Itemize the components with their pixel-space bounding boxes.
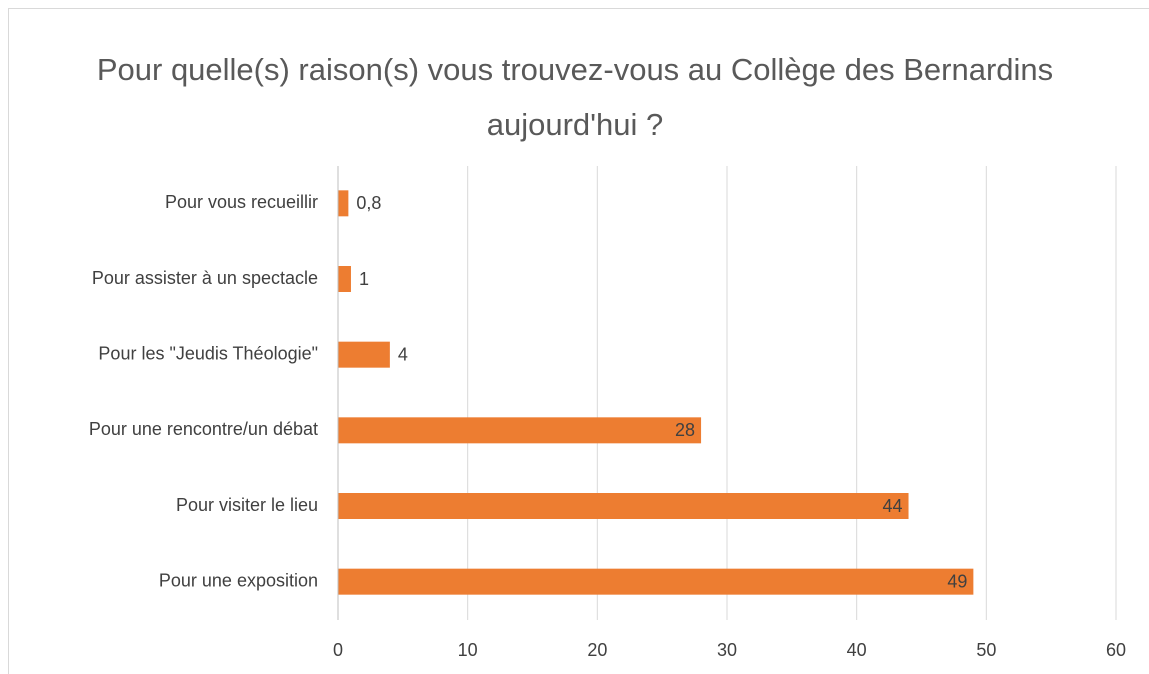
bar	[338, 568, 974, 595]
y-tick-label: Pour vous recueillir	[165, 192, 318, 212]
bar	[338, 266, 351, 292]
bar	[338, 341, 390, 368]
bar	[338, 190, 349, 217]
data-label: 49	[947, 571, 967, 591]
x-tick-label: 10	[458, 640, 478, 660]
y-tick-label: Pour assister à un spectacle	[92, 268, 318, 288]
y-tick-label: Pour les "Jeudis Théologie"	[98, 343, 318, 363]
y-tick-label: Pour visiter le lieu	[176, 495, 318, 515]
data-label: 4	[398, 344, 408, 364]
bar	[338, 493, 909, 519]
x-tick-label: 0	[333, 640, 343, 660]
chart-title: Pour quelle(s) raison(s) vous trouvez-vo…	[96, 52, 1054, 142]
y-tick-label: Pour une rencontre/un débat	[89, 419, 318, 439]
data-label: 1	[359, 269, 369, 289]
frame	[8, 8, 1149, 674]
data-label: 44	[883, 496, 903, 516]
y-tick-label: Pour une exposition	[159, 570, 318, 590]
x-tick-label: 50	[976, 640, 996, 660]
bar	[338, 417, 702, 444]
x-tick-label: 40	[847, 640, 867, 660]
x-tick-label: 30	[717, 640, 737, 660]
data-label: 28	[675, 420, 695, 440]
data-label: 0,8	[356, 193, 381, 213]
x-tick-label: 60	[1106, 640, 1126, 660]
x-tick-label: 20	[587, 640, 607, 660]
